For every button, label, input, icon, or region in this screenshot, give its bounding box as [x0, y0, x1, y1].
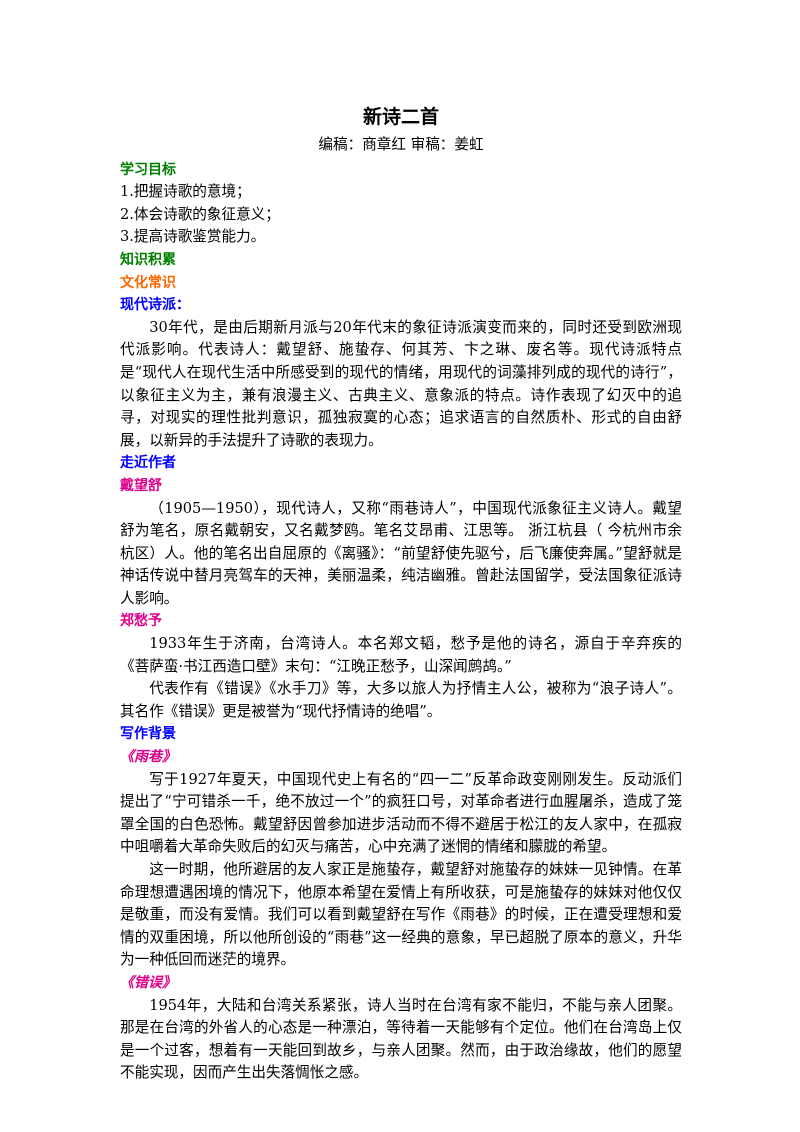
paragraph: 写于1927年夏天，中国现代史上有名的“四一二”反革命政变刚刚发生。反动派们提出…	[120, 770, 682, 856]
poems: 《雨巷》写于1927年夏天，中国现代史上有名的“四一二”反革命政变刚刚发生。反动…	[120, 746, 682, 1085]
section-heading: 学习目标	[120, 161, 176, 178]
goal-item: 1.把握诗歌的意境；	[120, 183, 251, 201]
goal-item: 2.体会诗歌的象征意义；	[120, 205, 280, 223]
topic: 现代诗派：	[120, 297, 190, 314]
paragraph: （1905—1950），现代诗人，又称“雨巷诗人”，中国现代派象征主义诗人。戴望…	[120, 499, 682, 607]
goal-item: 3.提高诗歌鉴赏能力。	[120, 228, 266, 246]
goal-list: 1.把握诗歌的意境； 2.体会诗歌的象征意义； 3.提高诗歌鉴赏能力。	[120, 181, 682, 249]
paragraph: 30年代，是由后期新月派与20年代末的象征诗派演变而来的，同时还受到欧洲现代派影…	[120, 318, 682, 449]
author-name: 戴望舒	[120, 477, 162, 494]
section-heading: 走近作者	[120, 455, 176, 472]
poem-title: 《错误》	[120, 974, 176, 991]
paragraph: 代表作有《错误》《水手刀》等，大多以旅人为抒情主人公，被称为“浪子诗人”。其名作…	[120, 680, 682, 720]
paragraph: 1954年，大陆和台湾关系紧张，诗人当时在台湾有家不能归，不能与亲人团聚。那是在…	[120, 996, 682, 1082]
paragraph: 这一时期，他所避居的友人家正是施蛰存，戴望舒对施蛰存的妹妹一见钟情。在革命理想遭…	[120, 861, 682, 969]
byline: 编稿：商章红 审稿：姜虹	[318, 136, 484, 153]
document: 新诗二首 编稿：商章红 审稿：姜虹 学习目标 1.把握诗歌的意境； 2.体会诗歌的…	[120, 104, 682, 1085]
poem-title: 《雨巷》	[120, 749, 176, 766]
author-name: 郑愁予	[120, 613, 162, 630]
subheading: 文化常识	[120, 274, 176, 291]
section-heading: 知识积累	[120, 251, 176, 268]
title: 新诗二首	[362, 106, 439, 128]
section-heading: 写作背景	[120, 726, 176, 743]
paragraph: 1933年生于济南，台湾诗人。本名郑文韬，愁予是他的诗名，源自于辛弃疾的《菩萨蛮…	[120, 635, 682, 675]
authors: 戴望舒 （1905—1950），现代诗人，又称“雨巷诗人”，中国现代派象征主义诗人…	[120, 475, 682, 724]
